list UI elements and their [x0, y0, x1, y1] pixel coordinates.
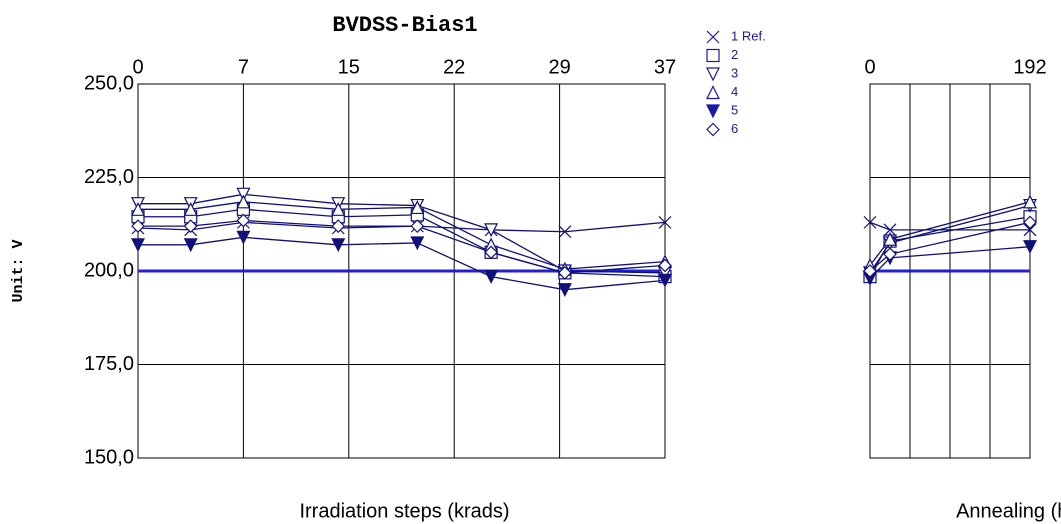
marker: [131, 201, 145, 216]
marker: [658, 273, 672, 288]
marker: [1023, 194, 1037, 209]
marker: [558, 225, 572, 239]
legend-label: 3: [731, 65, 738, 80]
series-line: [138, 236, 666, 291]
marker: [183, 238, 198, 253]
marker: [410, 200, 425, 215]
marker: [484, 245, 498, 260]
marker: [863, 215, 877, 229]
marker: [410, 219, 425, 233]
x-tick-label: 0: [132, 56, 143, 78]
marker: [883, 231, 897, 246]
marker: [131, 238, 145, 253]
marker: [410, 236, 425, 251]
series-line: [138, 201, 666, 270]
x-tick-label: 37: [654, 56, 676, 78]
series-line: [137, 221, 666, 233]
legend-label: 4: [731, 84, 738, 99]
marker: [658, 215, 672, 229]
x-tick-label: 29: [548, 56, 570, 78]
marker: [183, 201, 198, 216]
marker: [558, 266, 572, 280]
x-tick-label: 22: [443, 56, 465, 78]
marker: [883, 247, 897, 262]
y-axis-label: Unit: V: [10, 239, 27, 302]
y-tick-label: 150,0: [84, 446, 134, 468]
legend-marker: [706, 48, 720, 63]
legend-label: 1 Ref.: [731, 28, 766, 43]
x-axis-label: Irradiation steps (krads): [299, 500, 509, 522]
y-tick-label: 225,0: [84, 166, 134, 188]
marker: [236, 230, 251, 245]
marker: [883, 223, 897, 237]
marker: [331, 219, 346, 233]
legend-marker: [706, 67, 720, 82]
legend-label: 6: [731, 121, 738, 136]
marker: [236, 213, 251, 228]
marker: [557, 283, 572, 298]
y-tick-label: 250,0: [84, 72, 134, 94]
chart-title: BVDSS-Bias1: [332, 13, 477, 38]
y-tick-label: 175,0: [84, 353, 134, 375]
x-tick-label: 7: [238, 56, 249, 78]
marker: [331, 238, 346, 253]
legend-marker: [706, 30, 720, 44]
legend-marker: [706, 122, 720, 137]
series-line: [138, 219, 666, 274]
x-tick-label: 192: [1013, 56, 1046, 78]
series-line: [138, 193, 666, 274]
marker: [236, 187, 251, 202]
x-tick-label: 15: [338, 56, 360, 78]
marker: [484, 270, 499, 284]
legend-label: 5: [731, 102, 738, 117]
marker: [331, 201, 346, 216]
legend-marker: [706, 104, 720, 119]
marker: [131, 219, 145, 233]
legend-marker: [706, 85, 720, 100]
marker: [863, 264, 877, 278]
legend-label: 2: [731, 47, 738, 62]
marker: [1023, 223, 1037, 237]
marker: [236, 194, 251, 209]
x-tick-label: 0: [864, 56, 875, 78]
marker: [1023, 215, 1037, 230]
x-axis-label: Annealing (hours): [956, 500, 1061, 522]
marker: [1023, 240, 1037, 255]
marker: [658, 258, 672, 273]
marker: [484, 223, 499, 238]
y-tick-label: 200,0: [84, 259, 134, 281]
marker: [183, 219, 198, 233]
